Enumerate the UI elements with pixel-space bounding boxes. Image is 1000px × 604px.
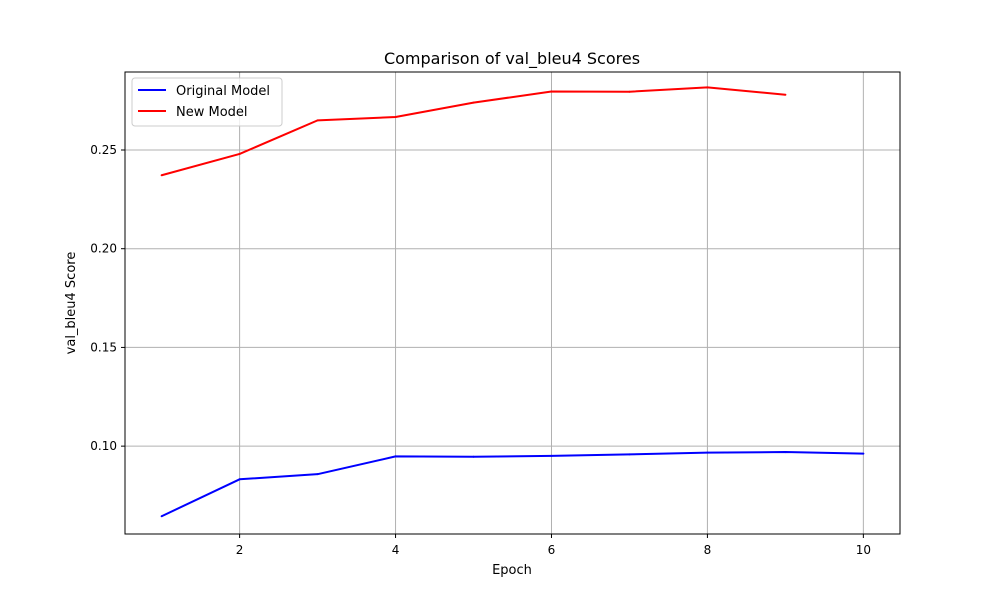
x-axis-label: Epoch: [492, 563, 532, 578]
series-line-original-model: [161, 451, 864, 518]
data-point-new-model: [160, 174, 163, 177]
y-tick-label: 0.10: [90, 439, 117, 453]
x-tick-label: 4: [392, 543, 400, 557]
x-tick-label: 2: [236, 543, 244, 557]
series-lines: [160, 86, 865, 518]
legend-label-new-model: New Model: [176, 105, 248, 120]
data-point-new-model: [472, 101, 475, 104]
data-point-new-model: [784, 93, 787, 96]
x-tick-label: 8: [704, 543, 712, 557]
data-point-original-model: [550, 454, 553, 457]
data-point-new-model: [394, 116, 397, 119]
data-point-original-model: [862, 452, 865, 455]
x-tick-label: 6: [548, 543, 556, 557]
data-point-original-model: [394, 455, 397, 458]
data-point-original-model: [628, 453, 631, 456]
data-point-original-model: [316, 473, 319, 476]
data-point-new-model: [706, 86, 709, 89]
data-point-original-model: [472, 455, 475, 458]
data-point-original-model: [706, 451, 709, 454]
chart-title: Comparison of val_bleu4 Scores: [384, 49, 640, 69]
x-tick-label: 10: [856, 543, 871, 557]
y-axis-label: val_bleu4 Score: [64, 252, 79, 355]
data-point-new-model: [238, 152, 241, 155]
y-axis-ticks: 0.10 0.15 0.20 0.25: [90, 143, 125, 453]
legend: Original Model New Model: [131, 77, 283, 127]
data-point-new-model: [316, 119, 319, 122]
data-point-original-model: [160, 515, 163, 518]
legend-label-original-model: Original Model: [176, 84, 270, 99]
data-point-original-model: [784, 451, 787, 454]
grid-lines: [125, 72, 900, 534]
data-point-original-model: [238, 478, 241, 481]
x-axis-ticks: 2 4 6 8 10: [236, 534, 871, 557]
y-tick-label: 0.20: [90, 242, 117, 256]
data-point-new-model: [550, 90, 553, 93]
plot-area-frame: [124, 71, 901, 535]
data-point-new-model: [628, 90, 631, 93]
legend-box: [131, 77, 283, 127]
y-tick-label: 0.25: [90, 143, 117, 157]
y-tick-label: 0.15: [90, 340, 117, 354]
